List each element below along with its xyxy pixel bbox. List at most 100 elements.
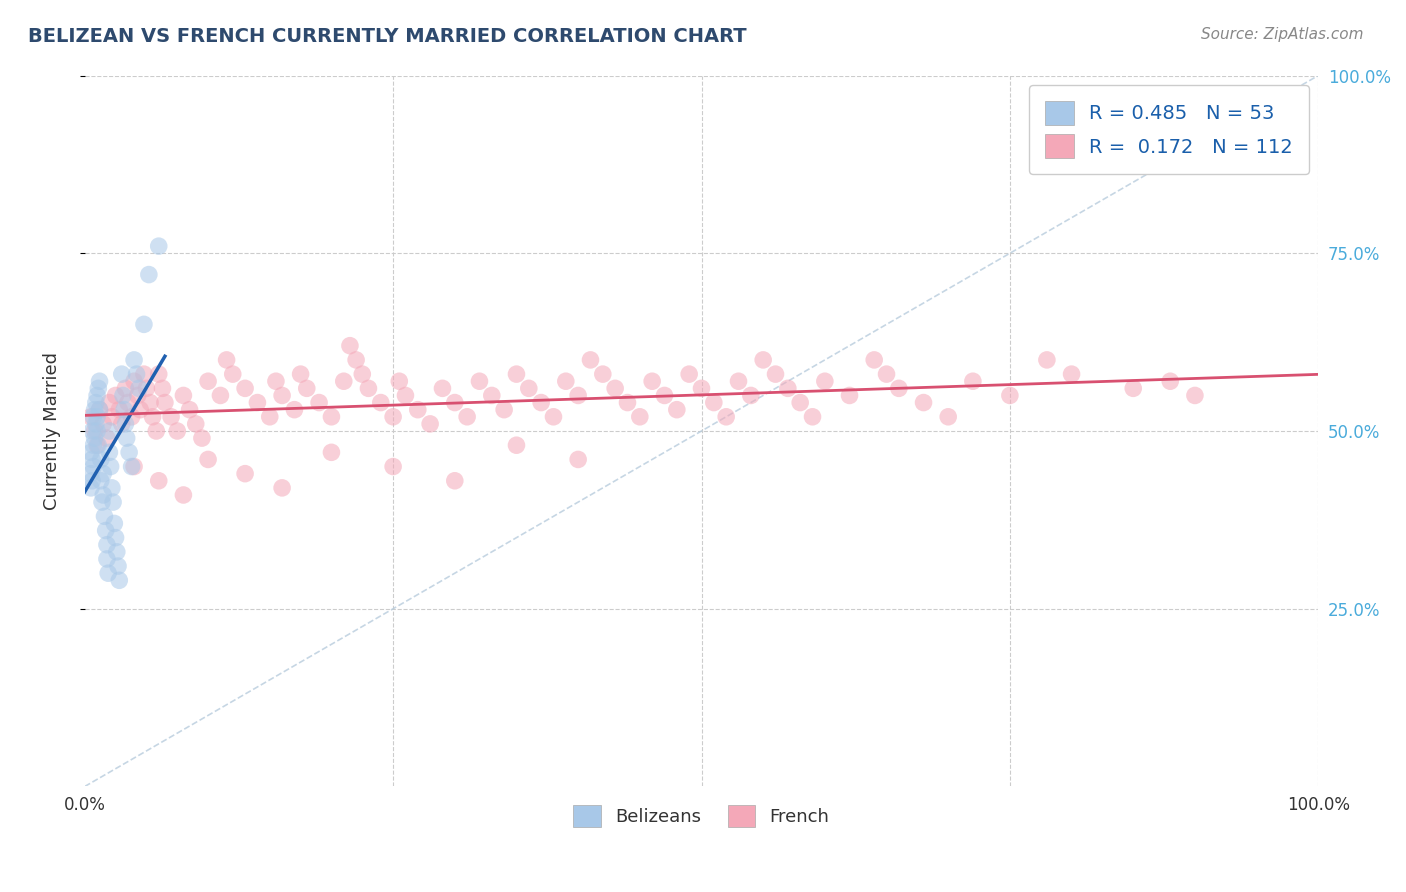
Point <box>554 374 576 388</box>
Point <box>382 409 405 424</box>
Point <box>703 395 725 409</box>
Point <box>132 367 155 381</box>
Point <box>111 388 134 402</box>
Point <box>101 409 124 424</box>
Point <box>246 395 269 409</box>
Point <box>789 395 811 409</box>
Point <box>98 445 121 459</box>
Point <box>264 374 287 388</box>
Point <box>86 424 108 438</box>
Point <box>87 438 110 452</box>
Point <box>259 409 281 424</box>
Point <box>388 374 411 388</box>
Point <box>814 374 837 388</box>
Point <box>100 459 122 474</box>
Point <box>82 459 104 474</box>
Point <box>91 488 114 502</box>
Point <box>233 381 256 395</box>
Point <box>838 388 860 402</box>
Point <box>962 374 984 388</box>
Text: Source: ZipAtlas.com: Source: ZipAtlas.com <box>1201 27 1364 42</box>
Point <box>308 395 330 409</box>
Point <box>122 459 145 474</box>
Point <box>89 402 111 417</box>
Point <box>104 388 127 402</box>
Point <box>665 402 688 417</box>
Point <box>89 402 111 417</box>
Point <box>505 367 527 381</box>
Point <box>233 467 256 481</box>
Point <box>108 574 131 588</box>
Point <box>690 381 713 395</box>
Point <box>108 402 131 417</box>
Point <box>135 381 157 395</box>
Point <box>406 402 429 417</box>
Point <box>145 424 167 438</box>
Point <box>97 566 120 581</box>
Point <box>127 388 149 402</box>
Point <box>98 395 121 409</box>
Point <box>394 388 416 402</box>
Point <box>132 318 155 332</box>
Point <box>678 367 700 381</box>
Point <box>82 424 104 438</box>
Point <box>184 417 207 431</box>
Point <box>179 402 201 417</box>
Point <box>172 388 194 402</box>
Point <box>727 374 749 388</box>
Point <box>114 417 136 431</box>
Point <box>481 388 503 402</box>
Point <box>344 352 367 367</box>
Point <box>128 381 150 395</box>
Point <box>104 531 127 545</box>
Point <box>801 409 824 424</box>
Point <box>148 367 170 381</box>
Point <box>419 417 441 431</box>
Point <box>765 367 787 381</box>
Point <box>96 431 118 445</box>
Point <box>142 409 165 424</box>
Point <box>114 381 136 395</box>
Y-axis label: Currently Married: Currently Married <box>44 352 60 510</box>
Point <box>432 381 454 395</box>
Point <box>740 388 762 402</box>
Point <box>96 538 118 552</box>
Point <box>468 374 491 388</box>
Point <box>91 495 114 509</box>
Point <box>87 381 110 395</box>
Point <box>93 509 115 524</box>
Point <box>86 388 108 402</box>
Point <box>530 395 553 409</box>
Point <box>111 417 134 431</box>
Point <box>80 409 103 424</box>
Point <box>443 395 465 409</box>
Point <box>352 367 374 381</box>
Point <box>80 467 103 481</box>
Point <box>90 452 112 467</box>
Point <box>101 495 124 509</box>
Point <box>80 481 103 495</box>
Point <box>543 409 565 424</box>
Point <box>863 352 886 367</box>
Point <box>628 409 651 424</box>
Point <box>91 467 114 481</box>
Point <box>107 559 129 574</box>
Point <box>370 395 392 409</box>
Point <box>295 381 318 395</box>
Point <box>654 388 676 402</box>
Point <box>209 388 232 402</box>
Point <box>121 409 143 424</box>
Point <box>333 374 356 388</box>
Point <box>148 239 170 253</box>
Point <box>567 452 589 467</box>
Point <box>494 402 516 417</box>
Point <box>1122 381 1144 395</box>
Point <box>86 409 108 424</box>
Point <box>998 388 1021 402</box>
Point <box>456 409 478 424</box>
Point <box>152 381 174 395</box>
Point <box>122 352 145 367</box>
Point <box>752 352 775 367</box>
Point <box>592 367 614 381</box>
Point <box>290 367 312 381</box>
